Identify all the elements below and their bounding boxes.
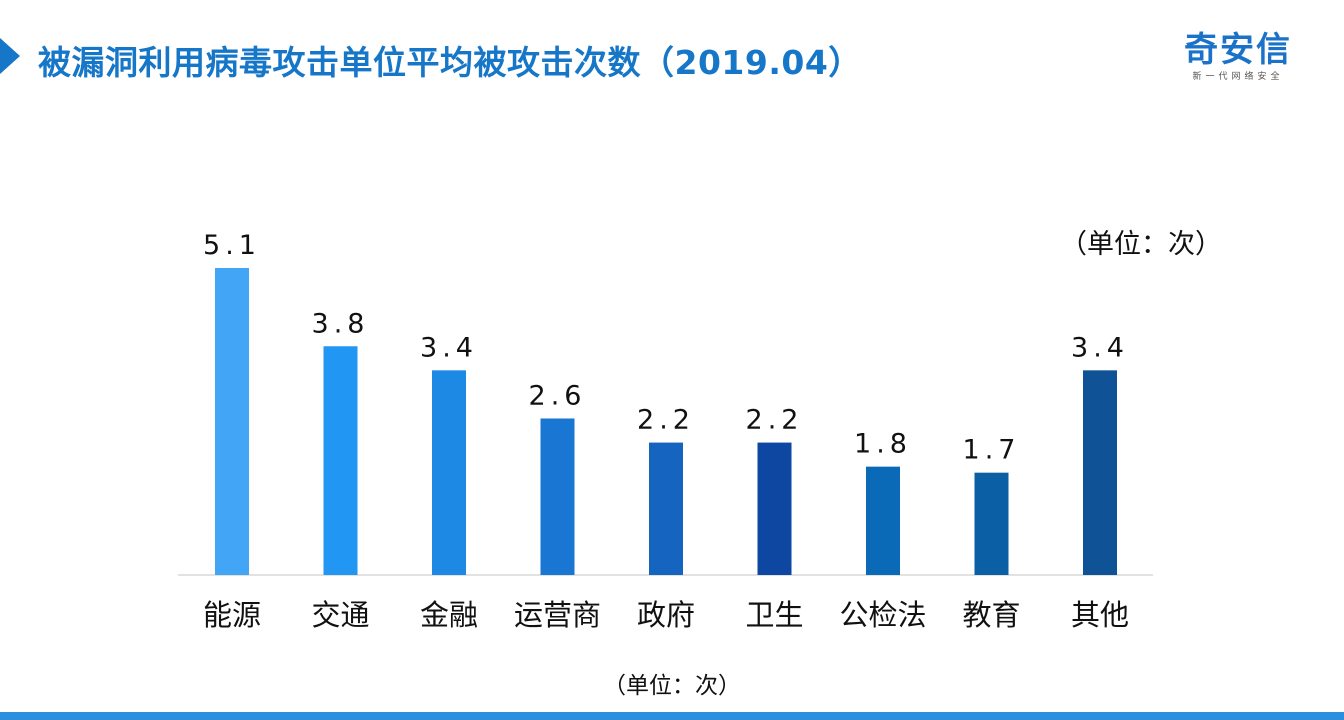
- category-label-4: 政府: [637, 598, 695, 632]
- brand-logo: 奇安信 新一代网络安全: [1176, 30, 1300, 84]
- unit-label-bottom: （单位：次）: [603, 673, 741, 699]
- value-label-2: 3.4: [420, 332, 478, 363]
- bar-1: [323, 346, 358, 575]
- bar-7: [974, 472, 1009, 575]
- value-label-7: 1.7: [963, 435, 1021, 466]
- logo-tagline: 新一代网络安全: [1192, 72, 1284, 82]
- value-label-4: 2.2: [637, 405, 695, 436]
- bottom-accent-bar: [0, 712, 1344, 720]
- bar-3: [540, 418, 575, 575]
- page-title: 被漏洞利用病毒攻击单位平均被攻击次数（2019.04）: [38, 43, 862, 82]
- title-marker: [0, 38, 20, 74]
- category-label-7: 教育: [962, 598, 1020, 632]
- bar-8: [1083, 370, 1117, 575]
- category-label-1: 交通: [311, 598, 369, 632]
- value-label-8: 3.4: [1071, 332, 1129, 363]
- bar-5: [757, 442, 792, 575]
- value-label-1: 3.8: [312, 308, 370, 339]
- category-label-0: 能源: [203, 598, 261, 632]
- value-label-5: 2.2: [746, 405, 804, 436]
- value-label-3: 2.6: [529, 380, 587, 411]
- value-label-0: 5.1: [203, 230, 261, 261]
- category-label-3: 运营商: [514, 598, 601, 632]
- bar-4: [649, 442, 683, 575]
- category-label-8: 其他: [1071, 598, 1129, 632]
- unit-label-top: （单位：次）: [1060, 229, 1222, 260]
- bar-0: [215, 268, 249, 575]
- category-label-2: 金融: [420, 598, 478, 632]
- category-label-5: 卫生: [745, 598, 803, 632]
- category-label-6: 公检法: [839, 598, 926, 632]
- value-label-6: 1.8: [854, 429, 912, 460]
- bar-2: [432, 370, 466, 575]
- logo-name: 奇安信: [1184, 30, 1292, 70]
- bar-6: [866, 466, 900, 575]
